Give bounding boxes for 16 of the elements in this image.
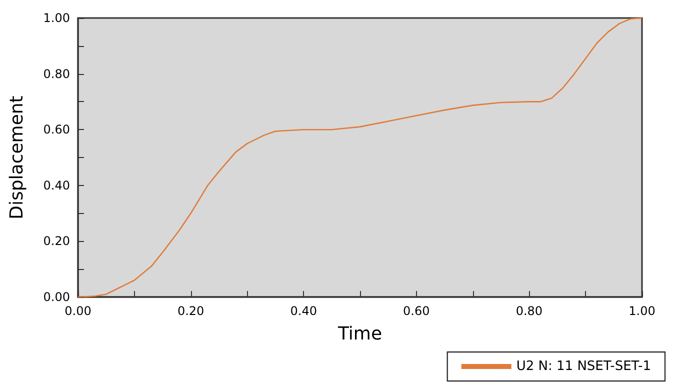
y-tick-label: 0.60: [43, 122, 70, 137]
y-tick-label: 0.00: [43, 290, 70, 304]
y-axis-title: Displacement: [6, 96, 28, 220]
x-axis-title: Time: [336, 324, 382, 344]
x-tick-label: 0.20: [177, 304, 204, 318]
y-tick-label: 0.20: [43, 234, 70, 248]
x-tick-label: 0.60: [403, 304, 430, 318]
x-tick-label: 1.00: [628, 304, 656, 318]
x-tick-label: 0.40: [290, 304, 317, 318]
legend-label: U2 N: 11 NSET-SET-1: [516, 359, 652, 374]
y-tick-label: 1.00: [43, 11, 70, 25]
y-tick-label: 0.80: [43, 66, 70, 81]
x-tick-label: 0.00: [64, 304, 92, 318]
line-series: [77, 17, 643, 298]
y-tick-label: 0.40: [43, 178, 70, 192]
x-tick-label: 0.80: [516, 304, 543, 318]
